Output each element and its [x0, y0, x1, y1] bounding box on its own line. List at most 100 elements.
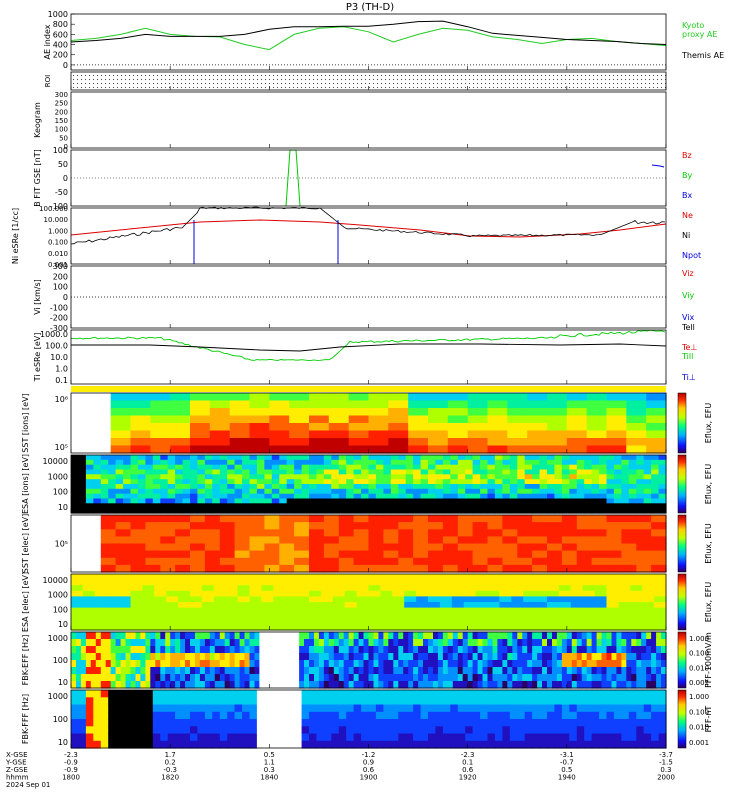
esa-elec-cell: [380, 607, 393, 614]
roi-dot: [489, 79, 490, 80]
fbk-eff-cell: [274, 660, 280, 668]
fbk-fff-cell: [480, 697, 489, 706]
esa-ion-cell: [494, 464, 503, 471]
fbk-fff-cell: [137, 726, 146, 735]
esa-ion-cell: [383, 508, 392, 514]
esa-elec-cell: [320, 585, 334, 592]
fbk-eff-cell: [299, 660, 305, 668]
fbk-fff-cell: [554, 726, 563, 735]
fbk-fff-cell: [569, 711, 578, 720]
sst-ion-cell: [368, 408, 389, 417]
fbk-fff-cell: [465, 690, 474, 698]
esa-elec-cell: [487, 596, 500, 603]
esa-elec-cell: [594, 574, 608, 581]
sst-ion-cell: [586, 415, 608, 424]
fbk-fff-cell: [390, 690, 399, 698]
roi-dot: [625, 87, 626, 88]
esa-ion-cell: [405, 484, 414, 490]
esa-ion-cell: [375, 484, 384, 490]
esa-ion-cell: [390, 474, 399, 480]
sst-elec-cell: [398, 536, 414, 545]
esa-elec-cell: [344, 607, 358, 614]
fbk-fff-cell: [398, 711, 407, 720]
sst-elec-cell: [190, 515, 206, 523]
fbk-fff-cell: [658, 704, 667, 713]
esa-elec-cell: [523, 585, 536, 592]
fbk-fff-cell: [145, 719, 154, 727]
roi-dot: [469, 75, 470, 76]
roi-dot: [553, 79, 554, 80]
esa-elec-cell: [451, 607, 465, 614]
roi-dot: [309, 83, 310, 84]
esa-ion-cell: [390, 503, 399, 509]
esa-elec-cell: [237, 607, 251, 614]
roi-dot: [337, 87, 338, 88]
roi-dot: [77, 87, 78, 88]
fbk-fff-cell: [175, 719, 184, 727]
fbk-eff-cell: [343, 639, 350, 647]
colorbar-label: FFF-100mV/m: [704, 632, 713, 688]
sst-elec-cell: [175, 536, 191, 545]
sst-elec-cell: [621, 550, 637, 559]
esa-ion-cell: [361, 503, 370, 509]
fbk-eff-cell: [601, 632, 608, 640]
fbk-eff-cell: [428, 667, 434, 675]
fbk-eff-cell: [487, 632, 494, 640]
fbk-fff-cell: [502, 697, 511, 706]
sst-elec-cell: [651, 557, 667, 566]
fbk-eff-cell: [388, 660, 394, 668]
esa-elec-cell: [130, 607, 143, 614]
sst-elec-cell: [621, 522, 637, 530]
fbk-fff-cell: [472, 726, 481, 735]
roi-dot: [649, 87, 650, 88]
esa-ion-cell: [375, 498, 384, 504]
esa-ion-cell: [249, 498, 258, 504]
esa-elec-cell: [368, 585, 381, 592]
esa-ion-cell: [249, 508, 258, 514]
esa-ion-cell: [539, 459, 548, 466]
fbk-eff-cell: [472, 653, 479, 661]
fbk-eff-cell: [140, 660, 146, 668]
esa-ion-cell: [442, 503, 451, 509]
esa-ion-cell: [227, 484, 236, 490]
esa-elec-cell: [356, 574, 370, 581]
sst-elec-cell: [175, 515, 191, 523]
esa-ion-cell: [279, 474, 288, 480]
fbk-eff-cell: [135, 660, 142, 668]
sst-elec-cell: [264, 550, 280, 559]
fbk-fff-cell: [554, 697, 563, 706]
fbk-fff-cell: [613, 704, 622, 713]
esa-ion-cell: [93, 455, 102, 461]
fbk-fff-cell: [472, 733, 481, 742]
esa-elec-cell: [261, 585, 274, 592]
esa-elec-cell: [178, 579, 191, 586]
fbk-fff-cell: [197, 726, 206, 735]
sst-elec-cell: [294, 543, 310, 552]
esa-elec-cell: [451, 574, 465, 581]
esa-ion-cell: [509, 459, 518, 466]
esa-elec-cell: [201, 590, 215, 597]
fbk-eff-cell: [254, 660, 261, 668]
esa-elec-cell: [642, 596, 655, 603]
sst-ion-cell: [348, 438, 370, 447]
fbk-eff-cell: [284, 674, 290, 682]
esa-ion-cell: [390, 459, 399, 466]
roi-dot: [281, 87, 282, 88]
esa-elec-cell: [130, 613, 143, 620]
sst-elec-cell: [71, 557, 87, 566]
sst-elec-cell: [338, 529, 355, 537]
sst-elec-cell: [234, 557, 251, 566]
fbk-eff-cell: [616, 674, 622, 682]
esa-ion-cell: [539, 484, 548, 490]
roi-dot: [125, 75, 126, 76]
fbk-fff-cell: [584, 704, 593, 713]
esa-elec-cell: [106, 574, 120, 581]
roi-dot: [201, 75, 202, 76]
fbk-eff-cell: [547, 660, 553, 668]
fbk-eff-cell: [656, 667, 662, 675]
fbk-eff-cell: [333, 653, 340, 661]
roi-dot: [469, 83, 470, 84]
esa-ion-cell: [137, 479, 146, 485]
roi-dot: [349, 87, 350, 88]
fbk-fff-cell: [435, 711, 444, 720]
